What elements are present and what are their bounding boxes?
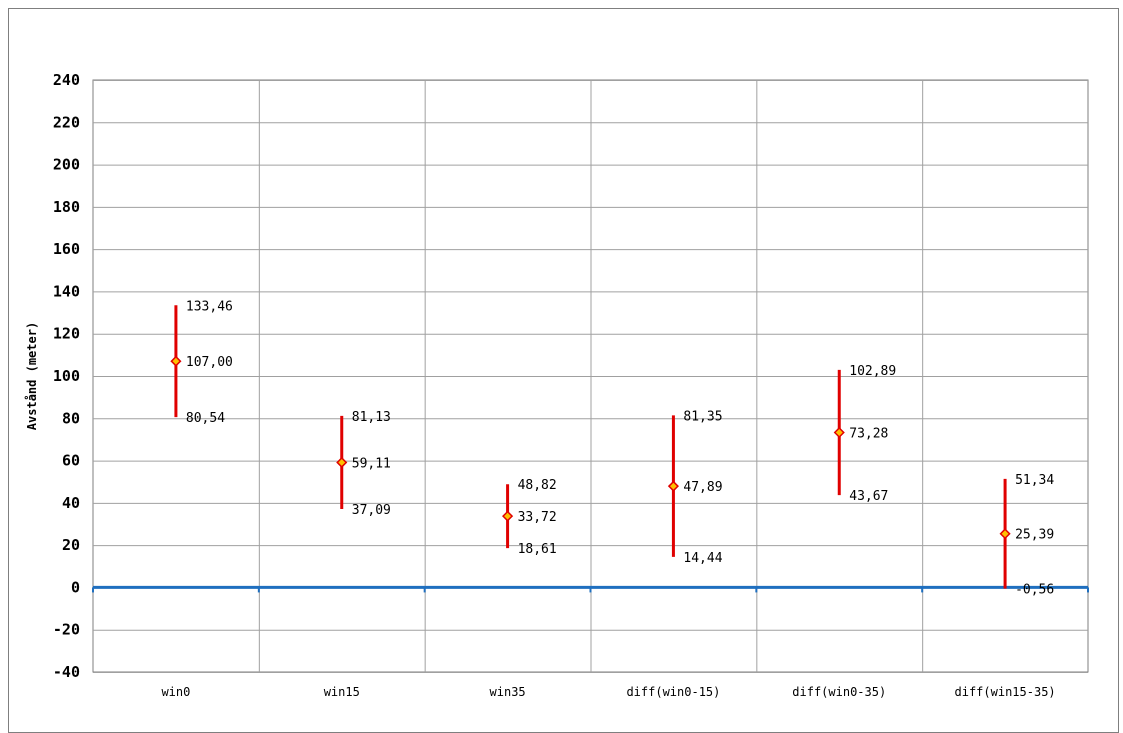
- x-tick-label: win15: [324, 685, 360, 699]
- y-tick-label: 120: [53, 325, 80, 343]
- y-tick-label: 80: [62, 409, 80, 427]
- y-tick-label: 100: [53, 367, 80, 385]
- x-tick-label: diff(win0-35): [792, 685, 886, 699]
- y-tick-label: -20: [53, 621, 80, 639]
- lower-value-label: 80,54: [186, 411, 225, 426]
- mean-marker: [667, 480, 679, 492]
- mean-marker: [336, 456, 348, 469]
- y-tick-label: 60: [62, 452, 80, 470]
- lower-value-label: 14,44: [683, 551, 722, 566]
- upper-value-label: 102,89: [849, 364, 896, 379]
- mean-value-label: 107,00: [186, 355, 233, 370]
- x-axis-ticks: win0 win15 win35 diff(win0-15) diff(win0-35)…: [161, 685, 1055, 699]
- zero-line-group: [92, 585, 1089, 593]
- mean-marker: [170, 355, 182, 367]
- y-tick-label: 0: [71, 578, 80, 596]
- x-tick-label: diff(win0-15): [626, 685, 720, 699]
- mean-marker: [833, 426, 845, 439]
- y-tick-label: 20: [62, 536, 80, 554]
- y-tick-label: -40: [53, 663, 80, 681]
- upper-value-label: 81,13: [352, 410, 391, 425]
- y-tick-label: 220: [53, 113, 80, 131]
- mean-marker: [999, 528, 1011, 540]
- y-axis-label: Avstånd (meter): [25, 322, 39, 430]
- lower-value-label: 43,67: [849, 489, 888, 504]
- y-tick-label: 240: [53, 71, 80, 89]
- y-tick-label: 200: [53, 156, 80, 174]
- mean-marker: [502, 510, 514, 522]
- lower-value-label: 18,61: [518, 542, 557, 557]
- lower-value-label: -0,56: [1015, 583, 1054, 598]
- mean-value-label: 59,11: [352, 456, 391, 471]
- mean-value-label: 73,28: [849, 426, 888, 441]
- y-tick-label: 160: [53, 240, 80, 258]
- upper-value-label: 48,82: [518, 478, 557, 493]
- lower-value-label: 37,09: [352, 503, 391, 518]
- mean-value-label: 47,89: [683, 480, 722, 495]
- x-tick-label: win0: [161, 685, 190, 699]
- error-bars: [170, 305, 1011, 589]
- upper-value-label: 133,46: [186, 299, 233, 314]
- x-tick-label: win35: [490, 685, 526, 699]
- x-tick-label: diff(win15-35): [955, 685, 1056, 699]
- upper-value-label: 51,34: [1015, 473, 1054, 488]
- y-tick-label: 140: [53, 282, 80, 300]
- y-tick-label: 40: [62, 494, 80, 512]
- gridlines: [93, 80, 1088, 673]
- mean-value-label: 25,39: [1015, 528, 1054, 543]
- upper-value-label: 81,35: [683, 409, 722, 424]
- data-labels: 133,46 107,00 80,54 81,13 59,11 37,09 48,82 33,…: [186, 299, 1054, 597]
- mean-value-label: 33,72: [518, 510, 557, 525]
- y-tick-label: 180: [53, 198, 80, 216]
